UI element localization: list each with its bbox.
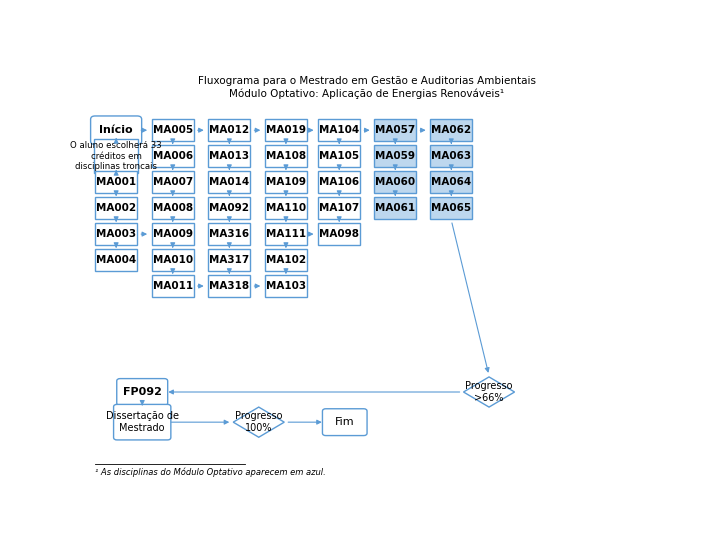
FancyBboxPatch shape — [208, 171, 251, 193]
FancyBboxPatch shape — [94, 139, 138, 173]
FancyBboxPatch shape — [430, 145, 473, 167]
FancyBboxPatch shape — [208, 197, 251, 219]
FancyBboxPatch shape — [374, 145, 416, 167]
FancyBboxPatch shape — [322, 409, 367, 436]
Text: MA110: MA110 — [266, 203, 306, 213]
FancyBboxPatch shape — [117, 379, 168, 405]
Text: MA012: MA012 — [209, 125, 249, 135]
FancyBboxPatch shape — [208, 275, 251, 297]
Text: MA108: MA108 — [266, 151, 306, 161]
Polygon shape — [233, 407, 284, 437]
Text: MA057: MA057 — [375, 125, 415, 135]
Text: MA011: MA011 — [153, 281, 193, 291]
FancyBboxPatch shape — [91, 116, 142, 145]
FancyBboxPatch shape — [430, 171, 473, 193]
FancyBboxPatch shape — [265, 119, 307, 141]
FancyBboxPatch shape — [374, 171, 416, 193]
FancyBboxPatch shape — [152, 197, 194, 219]
Text: MA019: MA019 — [266, 125, 306, 135]
FancyBboxPatch shape — [265, 171, 307, 193]
Text: MA104: MA104 — [319, 125, 359, 135]
Text: MA318: MA318 — [209, 281, 249, 291]
FancyBboxPatch shape — [95, 249, 137, 271]
FancyBboxPatch shape — [152, 145, 194, 167]
Text: MA002: MA002 — [96, 203, 136, 213]
FancyBboxPatch shape — [265, 145, 307, 167]
FancyBboxPatch shape — [95, 197, 137, 219]
Text: Fim: Fim — [335, 417, 354, 427]
FancyBboxPatch shape — [114, 404, 171, 440]
Text: FP092: FP092 — [122, 387, 162, 397]
Text: MA107: MA107 — [319, 203, 359, 213]
Text: Fluxograma para o Mestrado em Gestão e Auditorias Ambientais: Fluxograma para o Mestrado em Gestão e A… — [198, 76, 536, 86]
Text: MA001: MA001 — [96, 177, 136, 187]
Text: Dissertação de
Mestrado: Dissertação de Mestrado — [106, 411, 179, 433]
FancyBboxPatch shape — [318, 145, 360, 167]
Text: MA014: MA014 — [209, 177, 249, 187]
FancyBboxPatch shape — [374, 119, 416, 141]
Text: MA062: MA062 — [431, 125, 471, 135]
Text: MA102: MA102 — [266, 255, 306, 265]
FancyBboxPatch shape — [208, 119, 251, 141]
Text: Progresso
>66%: Progresso >66% — [465, 381, 513, 403]
Text: MA010: MA010 — [153, 255, 193, 265]
Text: MA008: MA008 — [153, 203, 193, 213]
FancyBboxPatch shape — [208, 249, 251, 271]
Text: MA098: MA098 — [319, 229, 359, 239]
Text: MA009: MA009 — [153, 229, 193, 239]
Text: Início: Início — [100, 125, 133, 135]
FancyBboxPatch shape — [152, 249, 194, 271]
Text: MA005: MA005 — [153, 125, 193, 135]
Text: MA105: MA105 — [319, 151, 359, 161]
FancyBboxPatch shape — [430, 197, 473, 219]
Text: Progresso
100%: Progresso 100% — [235, 411, 283, 433]
Text: MA059: MA059 — [375, 151, 415, 161]
FancyBboxPatch shape — [265, 223, 307, 245]
Text: MA013: MA013 — [209, 151, 249, 161]
FancyBboxPatch shape — [374, 197, 416, 219]
Text: MA111: MA111 — [266, 229, 306, 239]
FancyBboxPatch shape — [318, 171, 360, 193]
Text: Módulo Optativo: Aplicação de Energias Renováveis¹: Módulo Optativo: Aplicação de Energias R… — [229, 88, 505, 99]
FancyBboxPatch shape — [208, 145, 251, 167]
FancyBboxPatch shape — [318, 119, 360, 141]
Text: MA065: MA065 — [431, 203, 471, 213]
FancyBboxPatch shape — [265, 249, 307, 271]
Text: MA006: MA006 — [153, 151, 193, 161]
Text: MA106: MA106 — [319, 177, 359, 187]
Text: MA063: MA063 — [431, 151, 471, 161]
FancyBboxPatch shape — [95, 223, 137, 245]
Text: MA007: MA007 — [153, 177, 193, 187]
Text: MA064: MA064 — [431, 177, 471, 187]
FancyBboxPatch shape — [318, 223, 360, 245]
Text: MA103: MA103 — [266, 281, 306, 291]
FancyBboxPatch shape — [318, 197, 360, 219]
Text: MA317: MA317 — [209, 255, 249, 265]
Text: MA061: MA061 — [375, 203, 415, 213]
Text: MA004: MA004 — [96, 255, 136, 265]
Text: O aluno escolherá 33
créditos em
disciplinas troncais: O aluno escolherá 33 créditos em discipl… — [70, 141, 162, 171]
Text: MA092: MA092 — [209, 203, 249, 213]
Text: ¹ As disciplinas do Módulo Optativo aparecem em azul.: ¹ As disciplinas do Módulo Optativo apar… — [95, 467, 326, 477]
Text: MA060: MA060 — [375, 177, 415, 187]
FancyBboxPatch shape — [152, 171, 194, 193]
Text: MA316: MA316 — [209, 229, 249, 239]
FancyBboxPatch shape — [152, 223, 194, 245]
FancyBboxPatch shape — [265, 275, 307, 297]
Polygon shape — [463, 377, 515, 407]
FancyBboxPatch shape — [208, 223, 251, 245]
Text: MA003: MA003 — [96, 229, 136, 239]
FancyBboxPatch shape — [152, 275, 194, 297]
FancyBboxPatch shape — [95, 171, 137, 193]
FancyBboxPatch shape — [152, 119, 194, 141]
FancyBboxPatch shape — [430, 119, 473, 141]
Text: MA109: MA109 — [266, 177, 306, 187]
FancyBboxPatch shape — [265, 197, 307, 219]
